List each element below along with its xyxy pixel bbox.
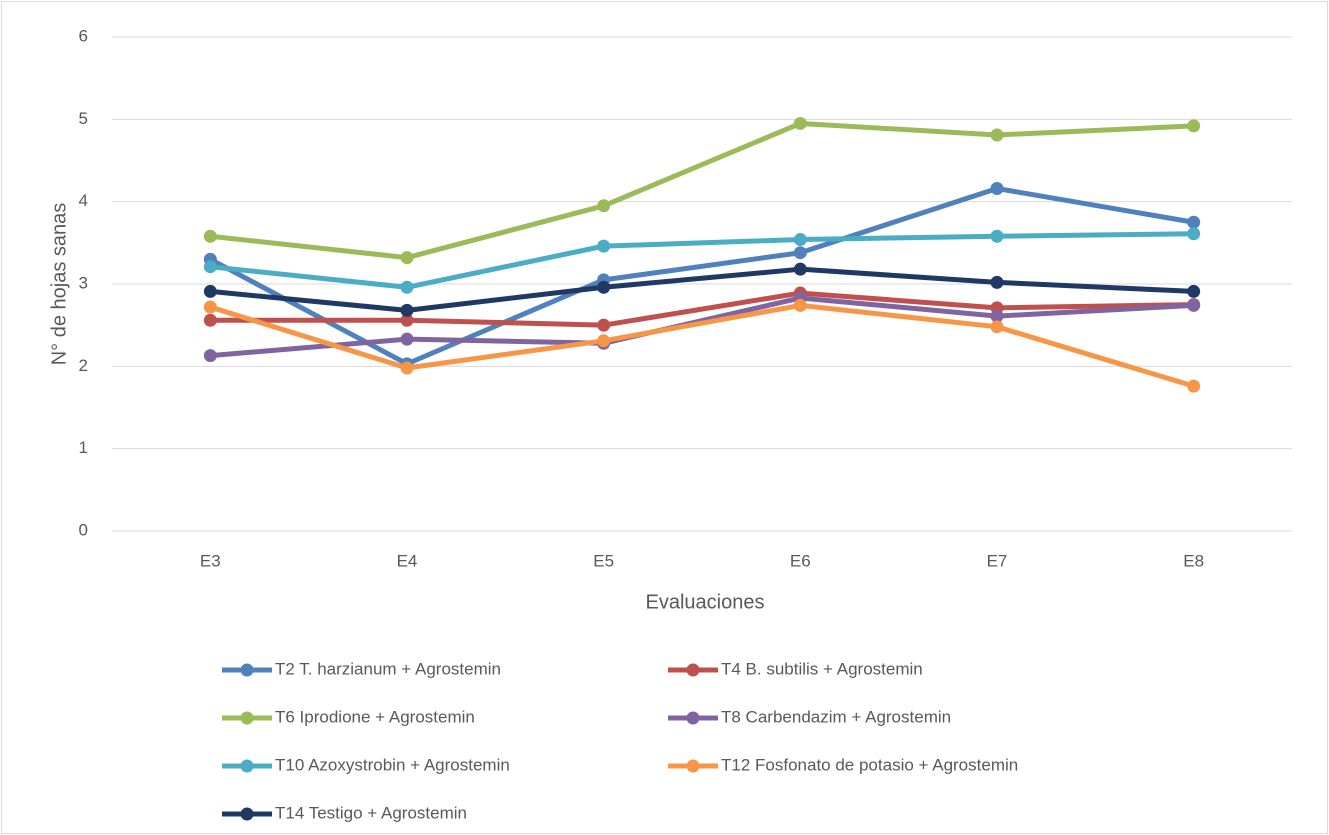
y-tick-label: 4 [79, 191, 88, 210]
data-point [1187, 284, 1201, 298]
y-tick-label: 5 [79, 109, 88, 128]
data-point [203, 349, 217, 363]
x-tick-label: E5 [593, 551, 614, 570]
legend-label: T2 T. harzianum + Agrostemin [275, 659, 501, 678]
series-line [207, 185, 1197, 367]
data-point [400, 251, 414, 265]
data-point [400, 313, 414, 327]
data-point [990, 128, 1004, 142]
data-point [793, 116, 807, 130]
data-point [990, 229, 1004, 243]
legend-label: T10 Azoxystrobin + Agrostemin [275, 755, 510, 774]
data-point [400, 303, 414, 317]
data-point [793, 233, 807, 247]
data-point [990, 275, 1004, 289]
legend-marker [240, 807, 254, 821]
data-point [400, 332, 414, 346]
legend-label: T8 Carbendazim + Agrostemin [721, 707, 951, 726]
data-point [793, 298, 807, 312]
data-point [793, 262, 807, 276]
data-point [1187, 215, 1201, 229]
y-axis-title: N° de hojas sanas [48, 203, 70, 366]
data-point [400, 361, 414, 375]
y-tick-label: 6 [79, 26, 88, 45]
data-point [990, 181, 1004, 195]
data-point [597, 280, 611, 294]
x-tick-label: E8 [1183, 551, 1204, 570]
data-point [203, 300, 217, 314]
data-point [597, 318, 611, 332]
y-tick-label: 2 [79, 356, 88, 375]
data-point [203, 260, 217, 274]
legend-marker [240, 711, 254, 725]
data-point [203, 229, 217, 243]
x-tick-label: E7 [987, 551, 1008, 570]
y-tick-label: 3 [79, 273, 88, 292]
legend-label: T12 Fosfonato de potasio + Agrostemin [721, 755, 1018, 774]
data-point [1187, 298, 1201, 312]
x-tick-label: E4 [397, 551, 418, 570]
data-point [597, 239, 611, 253]
data-point [990, 309, 1004, 323]
data-point [1187, 379, 1201, 393]
x-tick-label: E3 [200, 551, 221, 570]
data-point [793, 246, 807, 260]
data-point [1187, 119, 1201, 133]
series-line [207, 302, 1197, 389]
legend-marker [240, 663, 254, 677]
legend-marker [686, 759, 700, 773]
x-axis-title: Evaluaciones [646, 591, 765, 613]
legend-marker [686, 711, 700, 725]
data-point [597, 334, 611, 348]
y-tick-label: 0 [79, 520, 88, 539]
series-line [207, 120, 1197, 261]
y-tick-label: 1 [79, 438, 88, 457]
data-point [203, 284, 217, 298]
data-point [400, 280, 414, 294]
series-line [207, 290, 1197, 328]
x-tick-label: E6 [790, 551, 811, 570]
data-point [203, 313, 217, 327]
series-line [207, 266, 1197, 313]
data-point [597, 199, 611, 213]
data-point [1187, 227, 1201, 241]
legend-marker [240, 759, 254, 773]
legend-label: T14 Testigo + Agrostemin [275, 803, 467, 822]
legend-marker [686, 663, 700, 677]
legend-label: T6 Iprodione + Agrostemin [275, 707, 475, 726]
series-line [207, 231, 1197, 290]
data-point [990, 320, 1004, 334]
legend-label: T4 B. subtilis + Agrostemin [721, 659, 923, 678]
